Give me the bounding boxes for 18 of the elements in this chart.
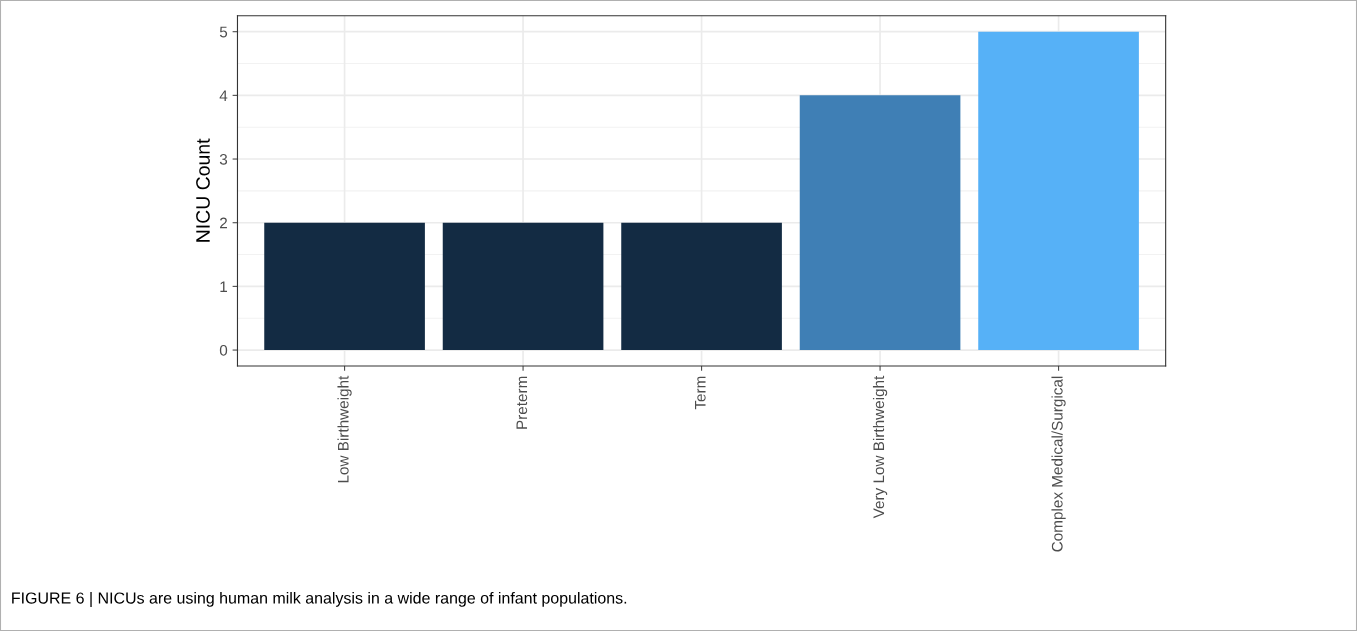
bar (442, 222, 604, 351)
y-tick-label: 2 (220, 217, 227, 229)
y-tick-label: 4 (219, 90, 228, 101)
x-tick-label: Complex Medical/Surgical (1051, 376, 1066, 552)
y-axis-title: NICU Count (196, 138, 210, 242)
y-tick-label: 3 (219, 153, 228, 165)
bar (264, 222, 425, 351)
y-tick-label: 0 (219, 344, 228, 356)
x-tick-label: Preterm (516, 376, 528, 429)
y-tick-label: 1 (220, 281, 228, 292)
x-tick-label: Term (695, 376, 706, 410)
x-tick-label: Very Low Birthweight (872, 375, 888, 519)
y-tick-label: 5 (219, 26, 228, 38)
caption: FIGURE 6 | NICUs are using human milk analysis in a wide range of infant populations. (12, 591, 627, 607)
x-tick-label: Low Birthweight (337, 375, 352, 483)
bar (799, 95, 961, 351)
bar (621, 222, 782, 351)
bar (978, 31, 1139, 351)
